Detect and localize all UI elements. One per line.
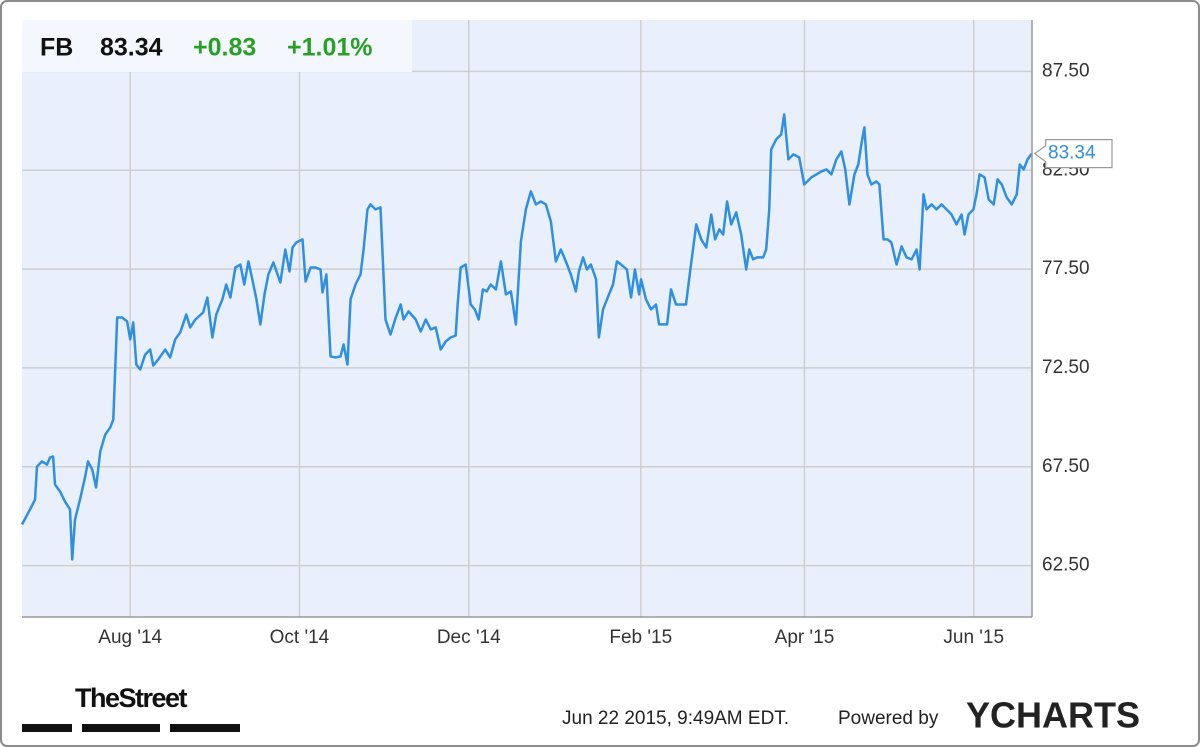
powered-by: Powered by <box>838 708 939 729</box>
logo-bar <box>82 724 160 732</box>
logo-bar <box>170 724 240 732</box>
y-tick-label: 87.50 <box>1042 60 1090 81</box>
last-price-label: 83.34 <box>1048 143 1096 164</box>
x-tick-label: Aug '14 <box>98 627 162 648</box>
ticker: FB <box>40 34 73 62</box>
logo-bar <box>22 724 72 732</box>
brand-logo: TheStreet <box>75 683 188 713</box>
quote-box <box>22 20 412 72</box>
y-tick-label: 72.50 <box>1042 357 1090 378</box>
price: 83.34 <box>100 34 163 62</box>
y-tick-label: 67.50 <box>1042 456 1090 477</box>
x-tick-label: Jun '15 <box>943 627 1004 648</box>
x-tick-label: Oct '14 <box>270 627 330 648</box>
change-pct: +1.01% <box>287 34 373 62</box>
provider-logo: YCHARTS <box>966 695 1140 736</box>
y-tick-label: 77.50 <box>1042 258 1090 279</box>
x-tick-label: Dec '14 <box>437 627 501 648</box>
timestamp: Jun 22 2015, 9:49AM EDT. <box>562 708 789 729</box>
x-tick-label: Feb '15 <box>609 627 672 648</box>
price-line <box>20 113 1033 561</box>
change: +0.83 <box>193 34 256 62</box>
y-tick-label: 62.50 <box>1042 555 1090 576</box>
last-price-callout <box>1033 139 1113 169</box>
plot-area <box>22 20 1032 617</box>
x-tick-label: Apr '15 <box>775 627 835 648</box>
